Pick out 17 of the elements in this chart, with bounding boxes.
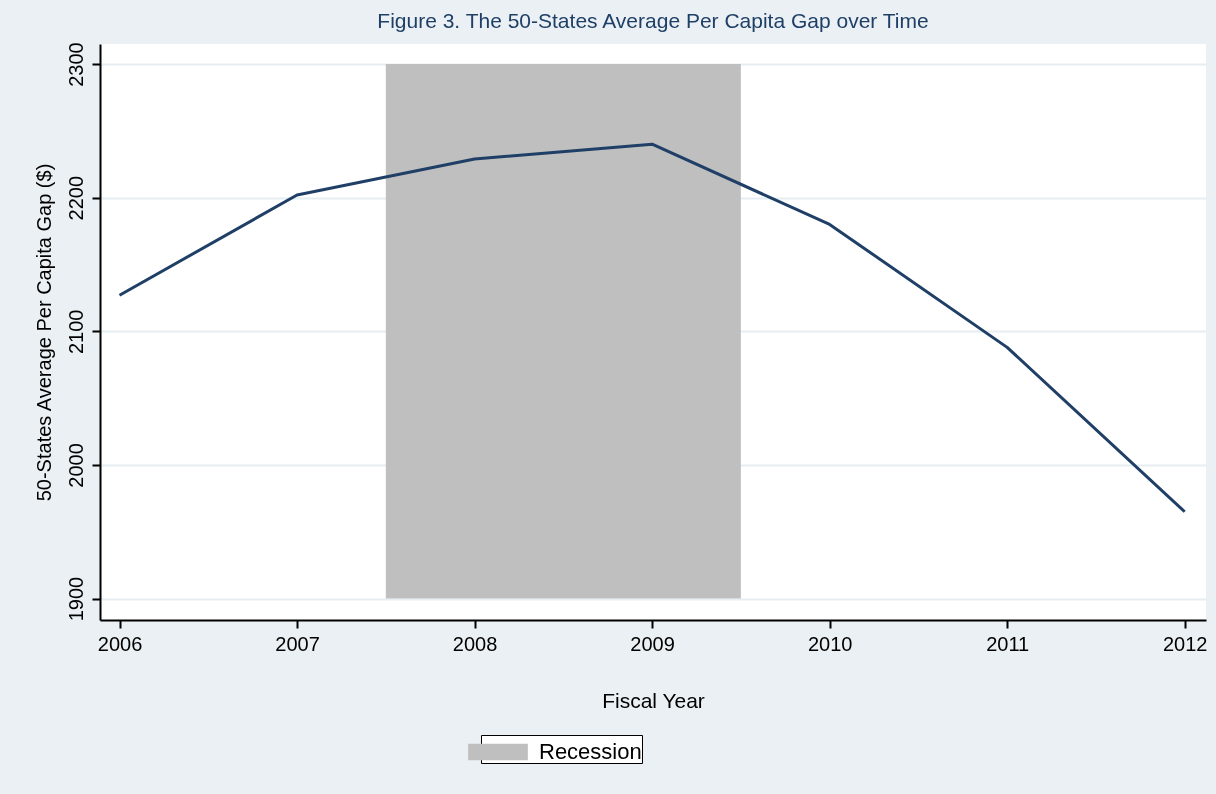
x-tick-label: 2009 — [630, 632, 675, 655]
y-tick-label: 2000 — [64, 443, 87, 488]
y-tick-label: 2300 — [64, 42, 87, 87]
x-tick-label: 2012 — [1162, 632, 1208, 655]
x-axis-title: Fiscal Year — [602, 688, 705, 712]
y-tick-label: 2200 — [64, 175, 87, 221]
x-tick-label: 2011 — [986, 632, 1030, 655]
y-axis-title: 50-States Average Per Capita Gap ($) — [32, 163, 55, 502]
x-tick-label: 2007 — [275, 632, 320, 655]
x-tick-label: 2008 — [452, 632, 498, 655]
chart-title: Figure 3. The 50-States Average Per Capita Gap over Time — [377, 8, 929, 32]
x-tick-label: 2006 — [97, 632, 143, 655]
line-series — [118, 142, 1187, 514]
legend-label: Recession — [539, 739, 642, 764]
x-tick-label: 2010 — [807, 632, 853, 655]
y-tick-label: 1900 — [64, 576, 87, 622]
y-tick-label: 2100 — [64, 309, 87, 355]
